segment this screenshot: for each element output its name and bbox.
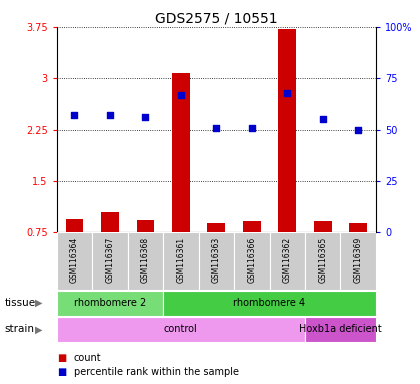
Bar <box>57 232 92 290</box>
Point <box>319 116 326 122</box>
Text: GSM116365: GSM116365 <box>318 237 327 283</box>
Bar <box>136 220 154 284</box>
Text: GSM116366: GSM116366 <box>247 237 256 283</box>
Bar <box>314 221 331 284</box>
Bar <box>305 317 376 342</box>
Point <box>178 92 184 98</box>
Bar <box>305 232 341 290</box>
Bar <box>57 317 305 342</box>
Bar <box>341 232 376 290</box>
Bar <box>57 291 163 316</box>
Point <box>107 112 113 118</box>
Bar <box>163 291 376 316</box>
Point <box>213 124 220 131</box>
Text: GSM116367: GSM116367 <box>105 237 114 283</box>
Bar <box>128 232 163 290</box>
Text: GSM116361: GSM116361 <box>176 237 185 283</box>
Bar <box>92 232 128 290</box>
Point <box>71 112 78 118</box>
Point <box>355 126 362 132</box>
Bar <box>207 223 225 284</box>
Bar <box>101 212 119 284</box>
Text: GSM116364: GSM116364 <box>70 237 79 283</box>
Text: ▶: ▶ <box>35 324 43 334</box>
Bar <box>66 218 83 284</box>
Bar <box>199 232 234 290</box>
Text: GSM116369: GSM116369 <box>354 237 362 283</box>
Text: GSM116368: GSM116368 <box>141 237 150 283</box>
Text: Hoxb1a deficient: Hoxb1a deficient <box>299 324 382 334</box>
Text: tissue: tissue <box>4 298 35 308</box>
Text: strain: strain <box>4 324 34 334</box>
Bar <box>243 221 261 284</box>
Text: percentile rank within the sample: percentile rank within the sample <box>74 367 239 377</box>
Point <box>248 124 255 131</box>
Text: ■: ■ <box>57 353 66 363</box>
Text: count: count <box>74 353 101 363</box>
Text: ■: ■ <box>57 367 66 377</box>
Point <box>142 114 149 120</box>
Text: rhombomere 4: rhombomere 4 <box>234 298 306 308</box>
Text: GSM116362: GSM116362 <box>283 237 292 283</box>
Point <box>284 89 291 96</box>
Bar <box>349 223 367 284</box>
Bar <box>270 232 305 290</box>
Bar <box>172 73 190 284</box>
Bar <box>163 232 199 290</box>
Text: rhombomere 2: rhombomere 2 <box>74 298 146 308</box>
Text: GSM116363: GSM116363 <box>212 237 221 283</box>
Bar <box>278 29 296 284</box>
Text: control: control <box>164 324 198 334</box>
Bar <box>234 232 270 290</box>
Text: ▶: ▶ <box>35 298 43 308</box>
Title: GDS2575 / 10551: GDS2575 / 10551 <box>155 12 278 26</box>
